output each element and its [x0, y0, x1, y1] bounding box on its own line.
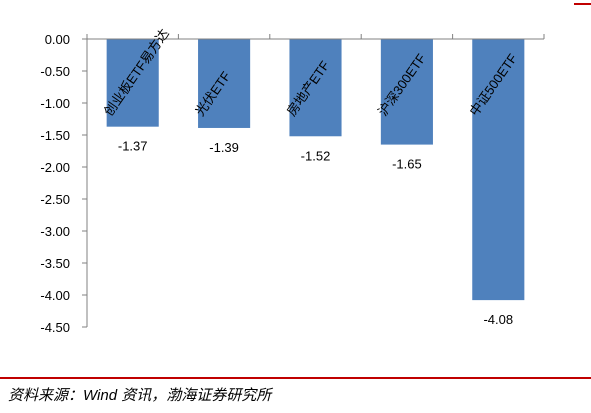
y-axis: 0.00 -0.50 -1.00 -1.50 -2.00 -2.50 -3.00 -3.50 -…	[40, 32, 88, 335]
bar	[472, 39, 525, 301]
data-label: -1.65	[392, 157, 422, 172]
source-note: 资料来源：Wind 资讯，渤海证券研究所	[8, 387, 272, 404]
data-label: -1.39	[209, 140, 239, 155]
y-tick-label: -3.00	[40, 224, 70, 239]
data-label: -4.08	[483, 312, 513, 327]
y-tick-label: -4.00	[40, 288, 70, 303]
y-tick-label: -2.50	[40, 192, 70, 207]
y-tick-label: -0.50	[40, 64, 70, 79]
bar-chart: 0.00 -0.50 -1.00 -1.50 -2.00 -2.50 -3.00 -3.50 -…	[40, 26, 545, 335]
data-labels: -1.37 -1.39 -1.52 -1.65 -4.08	[118, 139, 513, 327]
x-axis	[86, 34, 545, 40]
bar	[198, 39, 251, 128]
y-tick-label: -4.50	[40, 320, 70, 335]
bottom-rule	[0, 377, 591, 379]
y-tick-label: -2.00	[40, 160, 70, 175]
y-tick-label: 0.00	[45, 32, 70, 47]
y-tick-label: -1.00	[40, 96, 70, 111]
y-tick-label: -1.50	[40, 128, 70, 143]
bar	[106, 39, 159, 127]
bars	[106, 39, 525, 301]
top-rule-decoration	[574, 3, 591, 5]
data-label: -1.37	[118, 139, 148, 154]
bar	[380, 39, 433, 145]
bar	[289, 39, 342, 137]
y-tick-label: -3.50	[40, 256, 70, 271]
data-label: -1.52	[301, 148, 331, 163]
